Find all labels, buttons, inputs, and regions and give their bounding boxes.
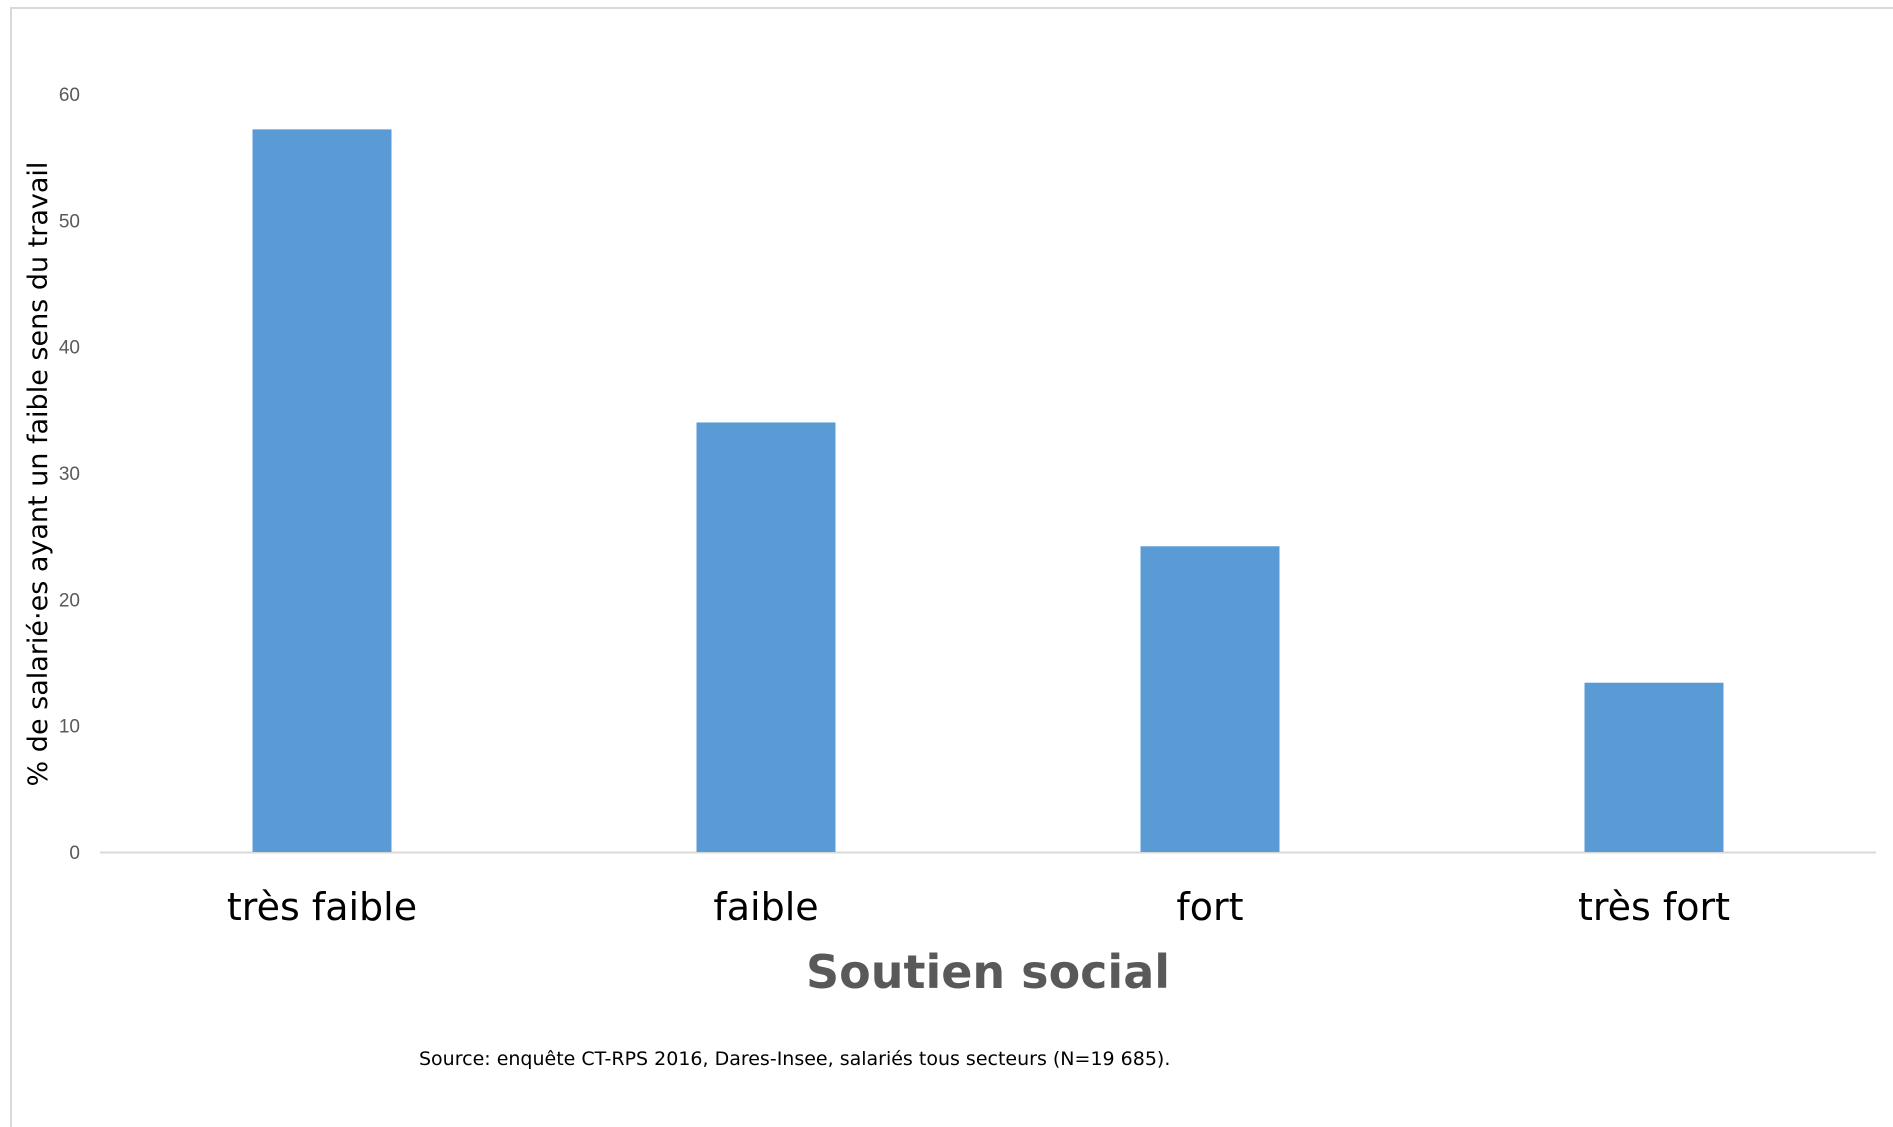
source-note: Source: enquête CT-RPS 2016, Dares-Insee… [419, 1048, 1170, 1070]
category-label: très fort [1578, 885, 1730, 929]
y-tick-label: 50 [59, 211, 80, 232]
y-axis-label: % de salarié·es ayant un faible sens du … [23, 162, 54, 787]
y-tick-label: 60 [59, 85, 80, 106]
y-axis-ticks: 0 10 20 30 40 50 60 [59, 85, 80, 864]
y-tick-label: 0 [69, 843, 80, 864]
y-tick-label: 10 [59, 717, 80, 738]
y-tick-label: 20 [59, 590, 80, 611]
bar [252, 129, 392, 852]
y-tick-label: 40 [59, 338, 80, 359]
bar [1140, 546, 1280, 852]
category-labels: très faible faible fort très fort [227, 885, 1730, 929]
category-label: faible [713, 885, 818, 929]
chart-frame [10, 7, 1893, 1127]
y-tick-label: 30 [59, 464, 80, 485]
category-label: très faible [227, 885, 417, 929]
bar [696, 422, 836, 852]
bars [252, 129, 1724, 852]
x-axis-label: Soutien social [806, 945, 1170, 999]
bar [1584, 682, 1724, 852]
category-label: fort [1176, 885, 1243, 929]
